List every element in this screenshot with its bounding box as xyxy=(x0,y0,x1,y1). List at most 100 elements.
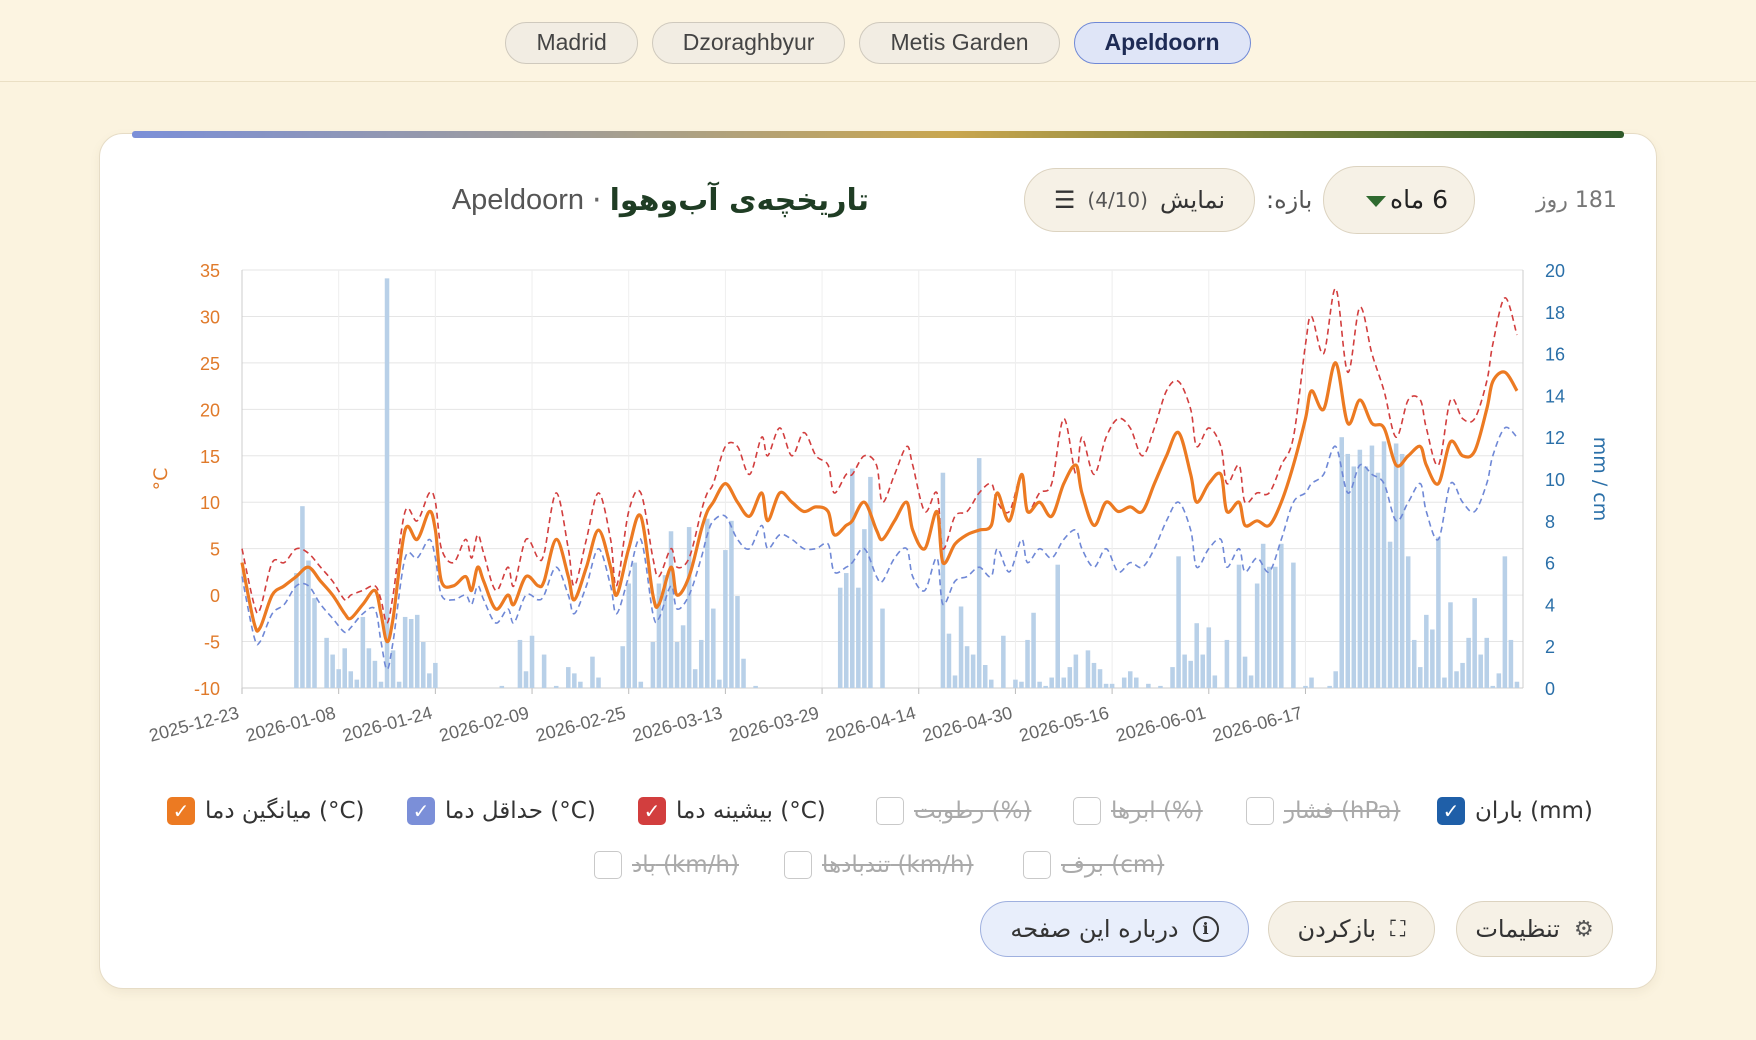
checkbox[interactable] xyxy=(784,851,812,879)
legend-snow[interactable]: برف (cm) xyxy=(1023,849,1164,881)
y-right-tick-label: 10 xyxy=(1545,470,1565,490)
rain-bar xyxy=(1103,683,1109,688)
y-right-axis-title: mm / cm xyxy=(1589,437,1611,521)
legend-max-temp[interactable]: ✓ بیشینه دما (°C) xyxy=(638,795,826,827)
legend-min-temp[interactable]: ✓ حداقل دما (°C) xyxy=(407,795,596,827)
y-right-tick-label: 20 xyxy=(1545,261,1565,281)
rain-bar xyxy=(1339,437,1344,688)
checkbox[interactable] xyxy=(876,797,904,825)
rain-bar xyxy=(1146,683,1151,688)
range-select[interactable]: 6 ماه xyxy=(1323,166,1475,234)
legend-clouds[interactable]: ابرها (%) xyxy=(1073,795,1203,827)
chevron-down-icon xyxy=(1366,196,1386,207)
y-right-tick-label: 6 xyxy=(1545,554,1555,574)
legend-rain[interactable]: ✓ باران (mm) xyxy=(1437,795,1593,827)
rain-bar xyxy=(1357,449,1363,688)
rain-bar xyxy=(366,648,372,688)
checkbox[interactable]: ✓ xyxy=(638,797,666,825)
rain-bar xyxy=(553,685,559,688)
rain-bar xyxy=(294,573,299,688)
expand-button[interactable]: بازکردن ⛶ xyxy=(1268,901,1435,957)
checkbox[interactable]: ✓ xyxy=(407,797,435,825)
checkbox[interactable]: ✓ xyxy=(1437,797,1465,825)
checkbox[interactable] xyxy=(1073,797,1101,825)
rain-bar xyxy=(1127,671,1133,688)
rain-bar xyxy=(1242,656,1248,688)
rain-bar xyxy=(1176,556,1181,688)
rain-bar xyxy=(656,583,662,688)
rain-bar xyxy=(1206,627,1212,688)
rain-bar xyxy=(638,681,644,688)
legend-label: برف (cm) xyxy=(1061,852,1165,878)
rain-bar xyxy=(862,529,867,688)
x-tick-label: 2026-02-09 xyxy=(437,703,531,746)
rain-bar xyxy=(729,520,734,688)
rain-bar xyxy=(384,278,390,688)
rain-bar xyxy=(964,646,970,688)
checkbox[interactable] xyxy=(1023,851,1051,879)
rain-bar xyxy=(1109,683,1115,688)
rain-bar xyxy=(1224,639,1230,688)
legend-pressure[interactable]: فشار (hPa) xyxy=(1246,795,1400,827)
about-page-button[interactable]: درباره این صفحه i xyxy=(980,901,1249,957)
show-label: نمایش xyxy=(1159,186,1226,214)
series-count: (4/10) xyxy=(1087,188,1148,212)
rain-bar xyxy=(632,562,638,688)
rain-bar xyxy=(408,619,414,688)
rain-bar xyxy=(396,681,402,688)
rain-bar xyxy=(982,665,988,688)
checkbox[interactable] xyxy=(1246,797,1274,825)
rain-bar xyxy=(711,608,716,688)
rain-bar xyxy=(1303,685,1308,688)
city-tab-apeldoorn[interactable]: Apeldoorn xyxy=(1073,22,1251,64)
range-label: بازه: xyxy=(1266,186,1313,214)
legend-label: بیشینه دما (°C) xyxy=(676,798,826,824)
city-tab-madrid[interactable]: Madrid xyxy=(505,22,638,64)
rain-bar xyxy=(1466,637,1471,688)
x-tick-label: 2026-06-17 xyxy=(1210,703,1304,746)
y-left-axis-title: °C xyxy=(150,468,172,491)
rain-bar xyxy=(596,677,601,688)
legend-label: باران (mm) xyxy=(1475,798,1593,824)
rain-bar xyxy=(390,650,396,688)
checkbox[interactable] xyxy=(594,851,622,879)
rain-bar xyxy=(1188,660,1193,688)
legend-wind[interactable]: باد (km/h) xyxy=(594,849,739,881)
settings-button[interactable]: تنظیمات ⚙ xyxy=(1456,901,1613,957)
menu-icon: ☰ xyxy=(1053,186,1076,214)
rain-bar xyxy=(970,654,976,688)
rain-bar xyxy=(1158,685,1163,688)
y-right-tick-label: 4 xyxy=(1545,595,1555,615)
rain-bar xyxy=(523,671,529,688)
rain-bar xyxy=(1013,679,1018,688)
rain-bar xyxy=(1194,623,1199,688)
series-line-avg-temp xyxy=(240,361,1519,644)
rain-bar xyxy=(686,527,692,688)
x-tick-label: 2026-01-24 xyxy=(340,703,434,746)
rain-bar xyxy=(1236,564,1242,688)
city-tabs: Madrid Dzoraghbyur Metis Garden Apeldoor… xyxy=(0,22,1756,64)
legend-humidity[interactable]: رطوبت (%) xyxy=(876,795,1031,827)
y-left-tick-label: 5 xyxy=(210,540,220,560)
city-tab-dzoraghbyur[interactable]: Dzoraghbyur xyxy=(651,22,846,64)
card-title: Apeldoorn · تاریخچه‌ی آب‌وهوا xyxy=(452,168,869,232)
rain-bar xyxy=(414,614,420,688)
legend-label: تندبادها (km/h) xyxy=(822,852,974,878)
x-tick-label: 2026-06-01 xyxy=(1114,703,1208,746)
checkbox[interactable]: ✓ xyxy=(167,797,195,825)
rain-bar xyxy=(1418,667,1423,688)
rain-bar xyxy=(1484,637,1490,688)
legend-avg-temp[interactable]: ✓ میانگین دما (°C) xyxy=(167,795,365,827)
legend-gusts[interactable]: تندبادها (km/h) xyxy=(784,849,974,881)
show-series-button[interactable]: نمایش (4/10) ☰ xyxy=(1024,168,1255,232)
rain-bar xyxy=(1260,543,1266,688)
rain-bar xyxy=(1170,667,1175,688)
rain-bar xyxy=(499,685,505,688)
rain-bar xyxy=(1502,556,1508,688)
rain-bar xyxy=(1031,612,1036,688)
settings-label: تنظیمات xyxy=(1475,915,1560,943)
y-left-tick-label: 15 xyxy=(200,447,220,467)
rain-bar xyxy=(1387,541,1393,688)
city-tab-metis-garden[interactable]: Metis Garden xyxy=(859,22,1060,64)
